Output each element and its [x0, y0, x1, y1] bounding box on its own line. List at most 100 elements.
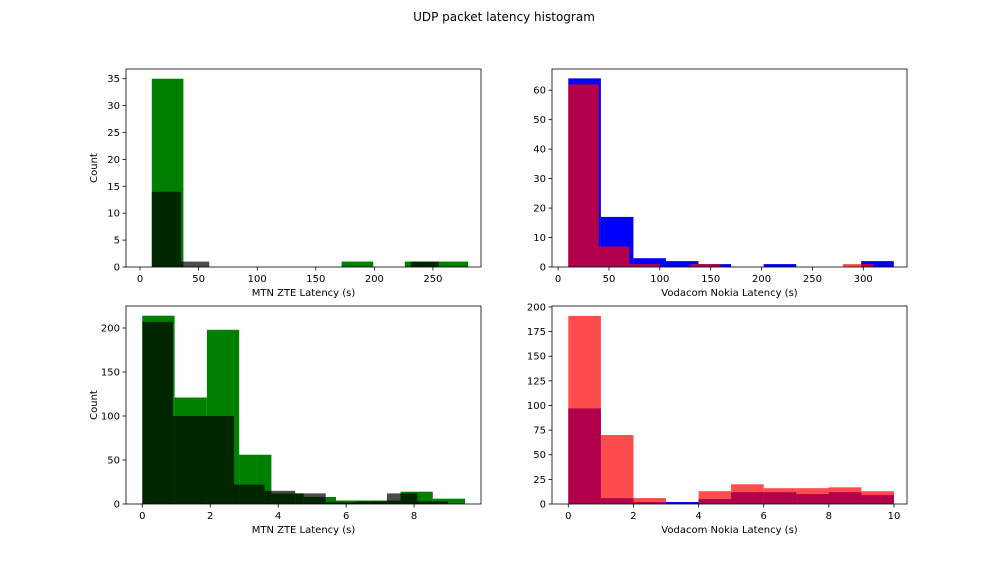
y-tick-label: 5 [114, 236, 120, 247]
y-tick-label: 10 [533, 233, 546, 244]
bar-series2-bin5 [264, 490, 296, 504]
x-tick-label: 2 [207, 511, 213, 522]
x-tick-label: 10 [888, 511, 901, 522]
bar-series1-bin10 [861, 261, 894, 267]
x-tick-label: 0 [137, 274, 143, 285]
bar-series1-bin4 [665, 261, 699, 267]
bar-series2-bin1 [568, 84, 599, 267]
bar-series2-bin6 [731, 484, 764, 504]
y-tick-label: 0 [540, 500, 546, 511]
x-tick-label: 200 [365, 274, 384, 285]
bar-series2-bin10 [842, 264, 874, 267]
y-tick-label: 100 [101, 412, 120, 423]
bar-series1-bin3 [633, 258, 666, 267]
bar-series2-bin2 [600, 435, 634, 504]
y-tick-label: 30 [533, 174, 546, 185]
x-tick-label: 250 [423, 274, 442, 285]
y-tick-label: 25 [107, 128, 120, 139]
y-axis-label: Count [89, 390, 100, 420]
bar-series2-bin5 [690, 264, 721, 267]
bar-series2-bin7 [325, 502, 357, 504]
x-tick-label: 2 [630, 511, 636, 522]
x-tick-label: 0 [139, 511, 145, 522]
x-axis-label: MTN ZTE Latency (s) [252, 525, 356, 536]
bar-series2-bin6 [295, 493, 326, 504]
y-tick-label: 10 [107, 209, 120, 220]
bar-series2-bin2 [172, 416, 204, 504]
x-tick-label: 150 [701, 274, 720, 285]
x-tick-label: 50 [603, 274, 616, 285]
bar-series2-bin8 [356, 501, 387, 504]
bar-series2-bin3 [203, 416, 235, 504]
bar-series2-bin1 [142, 321, 173, 504]
bar-series1-bin4 [666, 502, 699, 504]
x-tick-label: 300 [854, 274, 873, 285]
y-tick-label: 60 [533, 86, 546, 97]
y-tick-label: 50 [533, 450, 546, 461]
chart-3: 0 2 4 6 8 0 50 100 150 200 MTN ZTE Latency (s) Coun… [89, 305, 482, 536]
x-tick-label: 4 [275, 511, 281, 522]
y-tick-label: 75 [533, 426, 546, 437]
y-tick-label: 150 [527, 352, 546, 363]
y-tick-label: 200 [101, 324, 120, 335]
chart-1: 0 50 100 150 200 250 0 5 10 15 20 25 30 35 MTN ZTE Lat… [89, 68, 482, 299]
bar-series2-bin4 [234, 484, 265, 504]
y-tick-label: 175 [527, 327, 546, 338]
y-tick-label: 100 [527, 401, 546, 412]
y-tick-label: 0 [540, 263, 546, 274]
y-tick-label: 50 [533, 115, 546, 126]
bar-series2-bin8 [796, 488, 829, 504]
x-tick-label: 6 [761, 511, 767, 522]
bar-series1-bin10 [436, 261, 469, 267]
y-tick-label: 30 [107, 101, 120, 112]
y-axis-label: Count [89, 153, 100, 183]
y-tick-label: 0 [114, 263, 120, 274]
bar-series1-bin10 [432, 498, 466, 504]
bar-series2-bin3 [633, 498, 666, 504]
x-tick-label: 0 [555, 274, 561, 285]
x-tick-label: 8 [411, 511, 417, 522]
y-tick-label: 20 [533, 204, 546, 215]
bar-series2-bin10 [410, 261, 439, 267]
y-tick-label: 20 [107, 155, 120, 166]
x-axis-label: Vodacom Nokia Latency (s) [661, 525, 797, 536]
figure-title: UDP packet latency histogram [413, 10, 595, 24]
y-tick-label: 25 [533, 475, 546, 486]
y-tick-label: 125 [527, 376, 546, 387]
bar-series2-bin1 [151, 191, 182, 267]
bar-series1-bin7 [763, 264, 797, 267]
bar-series2-bin7 [763, 488, 797, 504]
bar-series2-bin1 [568, 315, 601, 504]
y-tick-label: 150 [101, 368, 120, 379]
x-tick-label: 6 [343, 511, 349, 522]
bar-series2-bin9 [828, 487, 862, 504]
bar-series1-bin7 [341, 261, 374, 267]
y-tick-label: 15 [107, 182, 120, 193]
bar-series2-bin2 [181, 261, 210, 267]
x-axis-label: MTN ZTE Latency (s) [252, 288, 356, 299]
x-tick-label: 50 [192, 274, 205, 285]
bar-series2-bin2 [598, 246, 630, 267]
x-tick-label: 250 [803, 274, 822, 285]
y-tick-label: 0 [114, 500, 120, 511]
x-tick-label: 200 [752, 274, 771, 285]
bar-series2-bin10 [861, 491, 894, 504]
x-tick-label: 100 [248, 274, 267, 285]
y-tick-label: 35 [107, 74, 120, 85]
chart-2: 0 50 100 150 200 250 300 0 10 20 30 40 50 60 Vodacom N… [533, 68, 908, 299]
x-axis-label: Vodacom Nokia Latency (s) [661, 288, 797, 299]
bar-series2-bin9 [386, 493, 418, 504]
plot-frame [551, 305, 908, 505]
bar-series2-bin5 [698, 491, 732, 504]
x-tick-label: 4 [695, 511, 701, 522]
x-tick-label: 8 [826, 511, 832, 522]
x-tick-label: 150 [306, 274, 325, 285]
plot-frame [125, 68, 482, 268]
x-tick-label: 0 [565, 511, 571, 522]
plot-frame [125, 305, 482, 505]
bar-series2-bin3 [629, 264, 660, 267]
x-tick-label: 100 [650, 274, 669, 285]
